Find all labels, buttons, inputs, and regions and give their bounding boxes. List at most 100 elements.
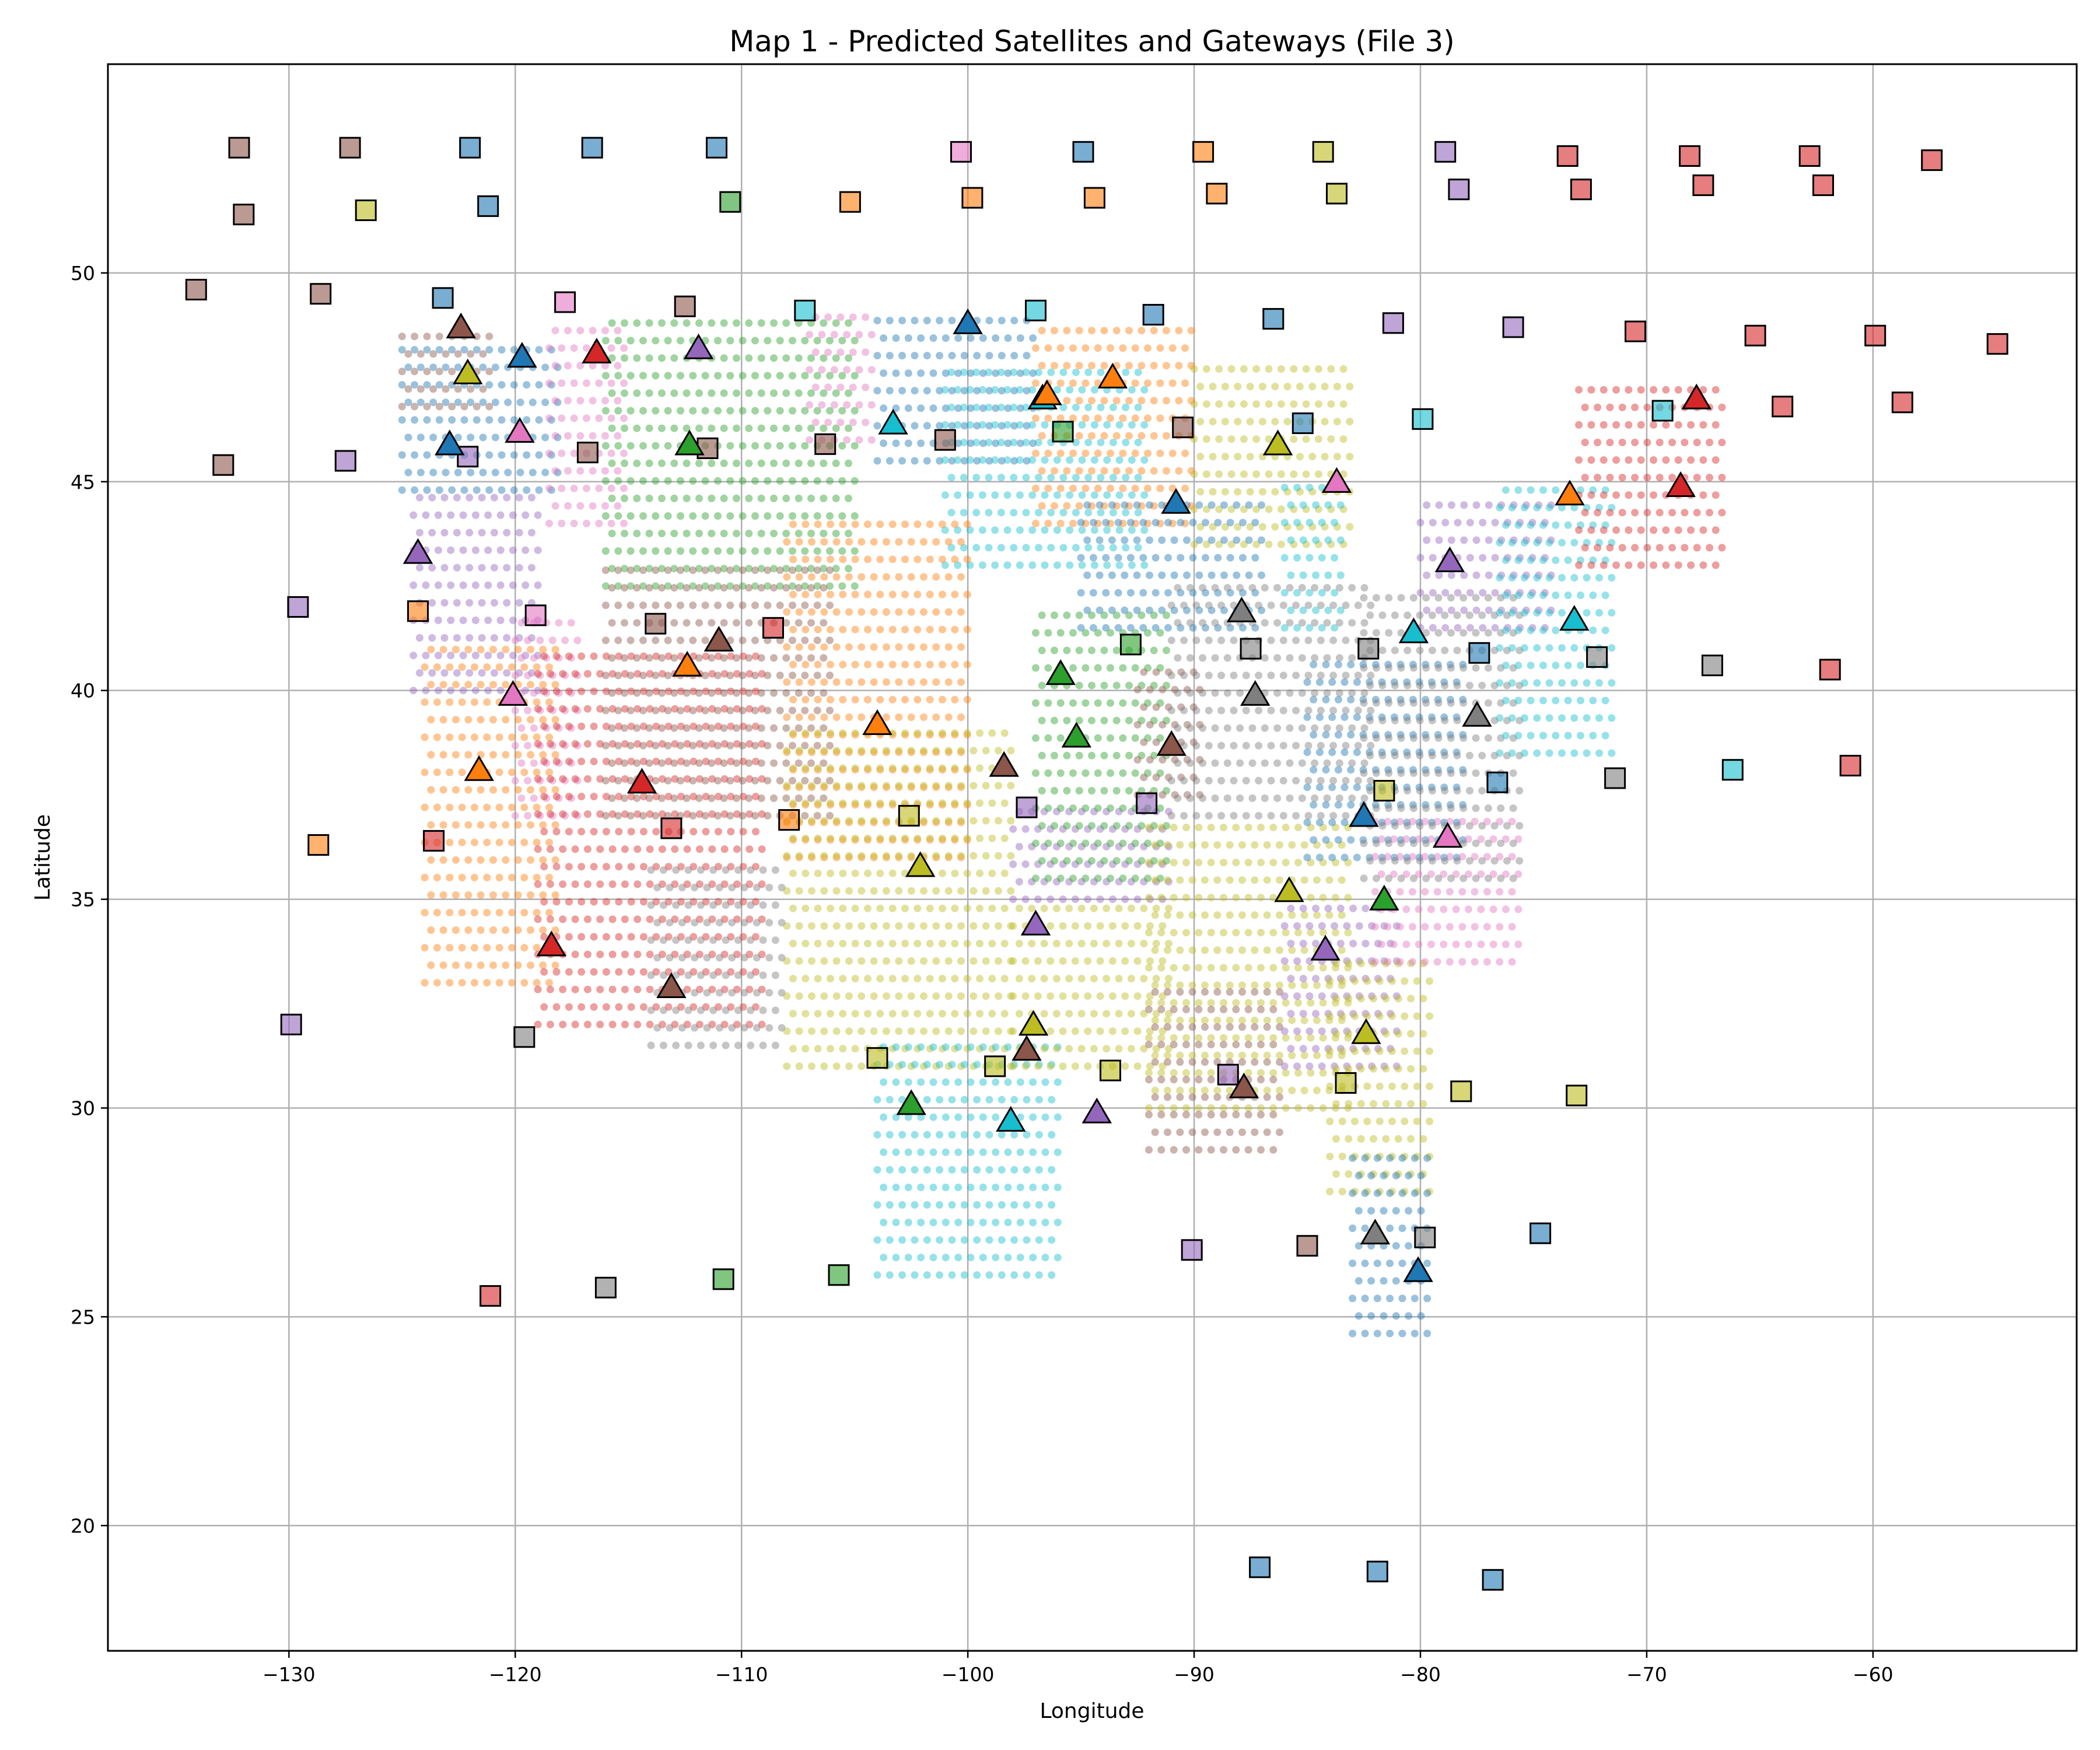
coverage-dot bbox=[1134, 403, 1142, 411]
coverage-dot bbox=[1071, 922, 1079, 930]
coverage-dot bbox=[429, 468, 438, 477]
coverage-dot bbox=[1102, 807, 1111, 816]
coverage-dot bbox=[936, 352, 944, 360]
coverage-dot bbox=[565, 1003, 573, 1011]
coverage-dot bbox=[1288, 1086, 1296, 1094]
coverage-dot bbox=[1215, 435, 1223, 443]
coverage-dot bbox=[422, 687, 430, 695]
coverage-dot bbox=[904, 1043, 912, 1051]
coverage-dot bbox=[1269, 859, 1278, 867]
coverage-dot bbox=[1294, 999, 1302, 1007]
coverage-dot bbox=[995, 992, 1002, 1000]
coverage-dot bbox=[722, 1041, 730, 1049]
coverage-dot bbox=[1339, 365, 1348, 373]
coverage-dot bbox=[782, 619, 790, 627]
coverage-dot bbox=[1186, 689, 1194, 697]
coverage-dot bbox=[966, 456, 974, 464]
coverage-dot bbox=[1032, 519, 1040, 527]
coverage-dot bbox=[832, 852, 841, 860]
coverage-dot bbox=[670, 389, 678, 397]
coverage-dot bbox=[932, 713, 940, 721]
coverage-dot bbox=[535, 451, 543, 459]
coverage-dot bbox=[545, 414, 553, 422]
coverage-dot bbox=[411, 451, 419, 459]
coverage-dot bbox=[1051, 611, 1058, 620]
coverage-dot bbox=[541, 398, 550, 407]
coverage-dot bbox=[502, 821, 510, 829]
coverage-dot bbox=[1232, 859, 1240, 867]
coverage-dot bbox=[888, 834, 897, 842]
coverage-dot bbox=[1007, 957, 1015, 965]
coverage-dot bbox=[1003, 386, 1012, 394]
coverage-dot bbox=[502, 961, 510, 970]
coverage-dot bbox=[1413, 1012, 1421, 1020]
coverage-dot bbox=[1177, 774, 1185, 782]
coverage-dot bbox=[1115, 1045, 1123, 1053]
coverage-dot bbox=[677, 687, 685, 695]
coverage-dot bbox=[1108, 571, 1116, 579]
coverage-dot bbox=[677, 337, 684, 345]
coverage-dot bbox=[1189, 624, 1197, 632]
coverage-dot bbox=[524, 636, 532, 645]
coverage-dot bbox=[677, 863, 685, 871]
coverage-dot bbox=[1134, 439, 1142, 446]
coverage-dot bbox=[652, 372, 660, 380]
coverage-dot bbox=[511, 671, 519, 680]
coverage-dot bbox=[764, 442, 772, 450]
coverage-dot bbox=[827, 869, 834, 877]
coverage-dot bbox=[832, 643, 841, 651]
coverage-dot bbox=[695, 759, 703, 767]
coverage-dot bbox=[552, 828, 561, 836]
coverage-dot bbox=[1089, 554, 1097, 562]
coverage-dot bbox=[621, 389, 628, 397]
coverage-dot bbox=[524, 671, 532, 680]
coverage-dot bbox=[966, 421, 974, 429]
coverage-dot bbox=[1192, 811, 1200, 820]
coverage-dot bbox=[1338, 1153, 1346, 1160]
coverage-dot bbox=[1059, 474, 1068, 482]
coverage-dot bbox=[1038, 327, 1046, 335]
coverage-dot bbox=[670, 689, 678, 697]
coverage-dot bbox=[672, 866, 680, 874]
coverage-dot bbox=[541, 433, 550, 442]
coverage-dot bbox=[1051, 787, 1058, 794]
coverage-dot bbox=[1360, 724, 1368, 732]
coverage-dot bbox=[561, 776, 569, 785]
coverage-dot bbox=[614, 706, 622, 715]
coverage-dot bbox=[1182, 859, 1190, 867]
coverage-dot bbox=[647, 866, 655, 874]
coverage-dot bbox=[845, 1027, 853, 1035]
coverage-dot bbox=[647, 1041, 655, 1049]
coverage-dot bbox=[1336, 1010, 1345, 1018]
coverage-dot bbox=[813, 566, 821, 574]
coverage-dot bbox=[1273, 759, 1282, 767]
coverage-dot bbox=[1103, 491, 1111, 499]
coverage-dot bbox=[666, 1024, 674, 1032]
coverage-dot bbox=[530, 794, 538, 802]
coverage-dot bbox=[998, 1236, 1006, 1244]
coverage-dot bbox=[1056, 379, 1065, 387]
coverage-dot bbox=[832, 957, 841, 965]
coverage-dot bbox=[1097, 368, 1105, 376]
coverage-dot bbox=[690, 898, 698, 906]
coverage-dot bbox=[1196, 523, 1205, 531]
coverage-dot bbox=[626, 636, 635, 645]
coverage-dot bbox=[608, 354, 616, 362]
coverage-dot bbox=[862, 348, 870, 356]
coverage-dot bbox=[547, 381, 555, 389]
coverage-dot bbox=[514, 786, 522, 794]
coverage-dot bbox=[690, 757, 698, 765]
coverage-dot bbox=[621, 950, 629, 958]
coverage-dot bbox=[1112, 646, 1121, 654]
coverage-dot bbox=[1164, 975, 1172, 983]
coverage-dot bbox=[1168, 484, 1177, 492]
coverage-dot bbox=[1223, 759, 1231, 767]
coverage-dot bbox=[1233, 536, 1241, 544]
coverage-dot bbox=[808, 713, 816, 721]
coverage-dot bbox=[523, 416, 531, 424]
coverage-dot bbox=[1396, 836, 1405, 844]
coverage-dot bbox=[926, 1045, 934, 1053]
coverage-dot bbox=[1150, 611, 1158, 620]
coverage-dot bbox=[517, 794, 526, 802]
coverage-dot bbox=[1367, 1312, 1376, 1320]
